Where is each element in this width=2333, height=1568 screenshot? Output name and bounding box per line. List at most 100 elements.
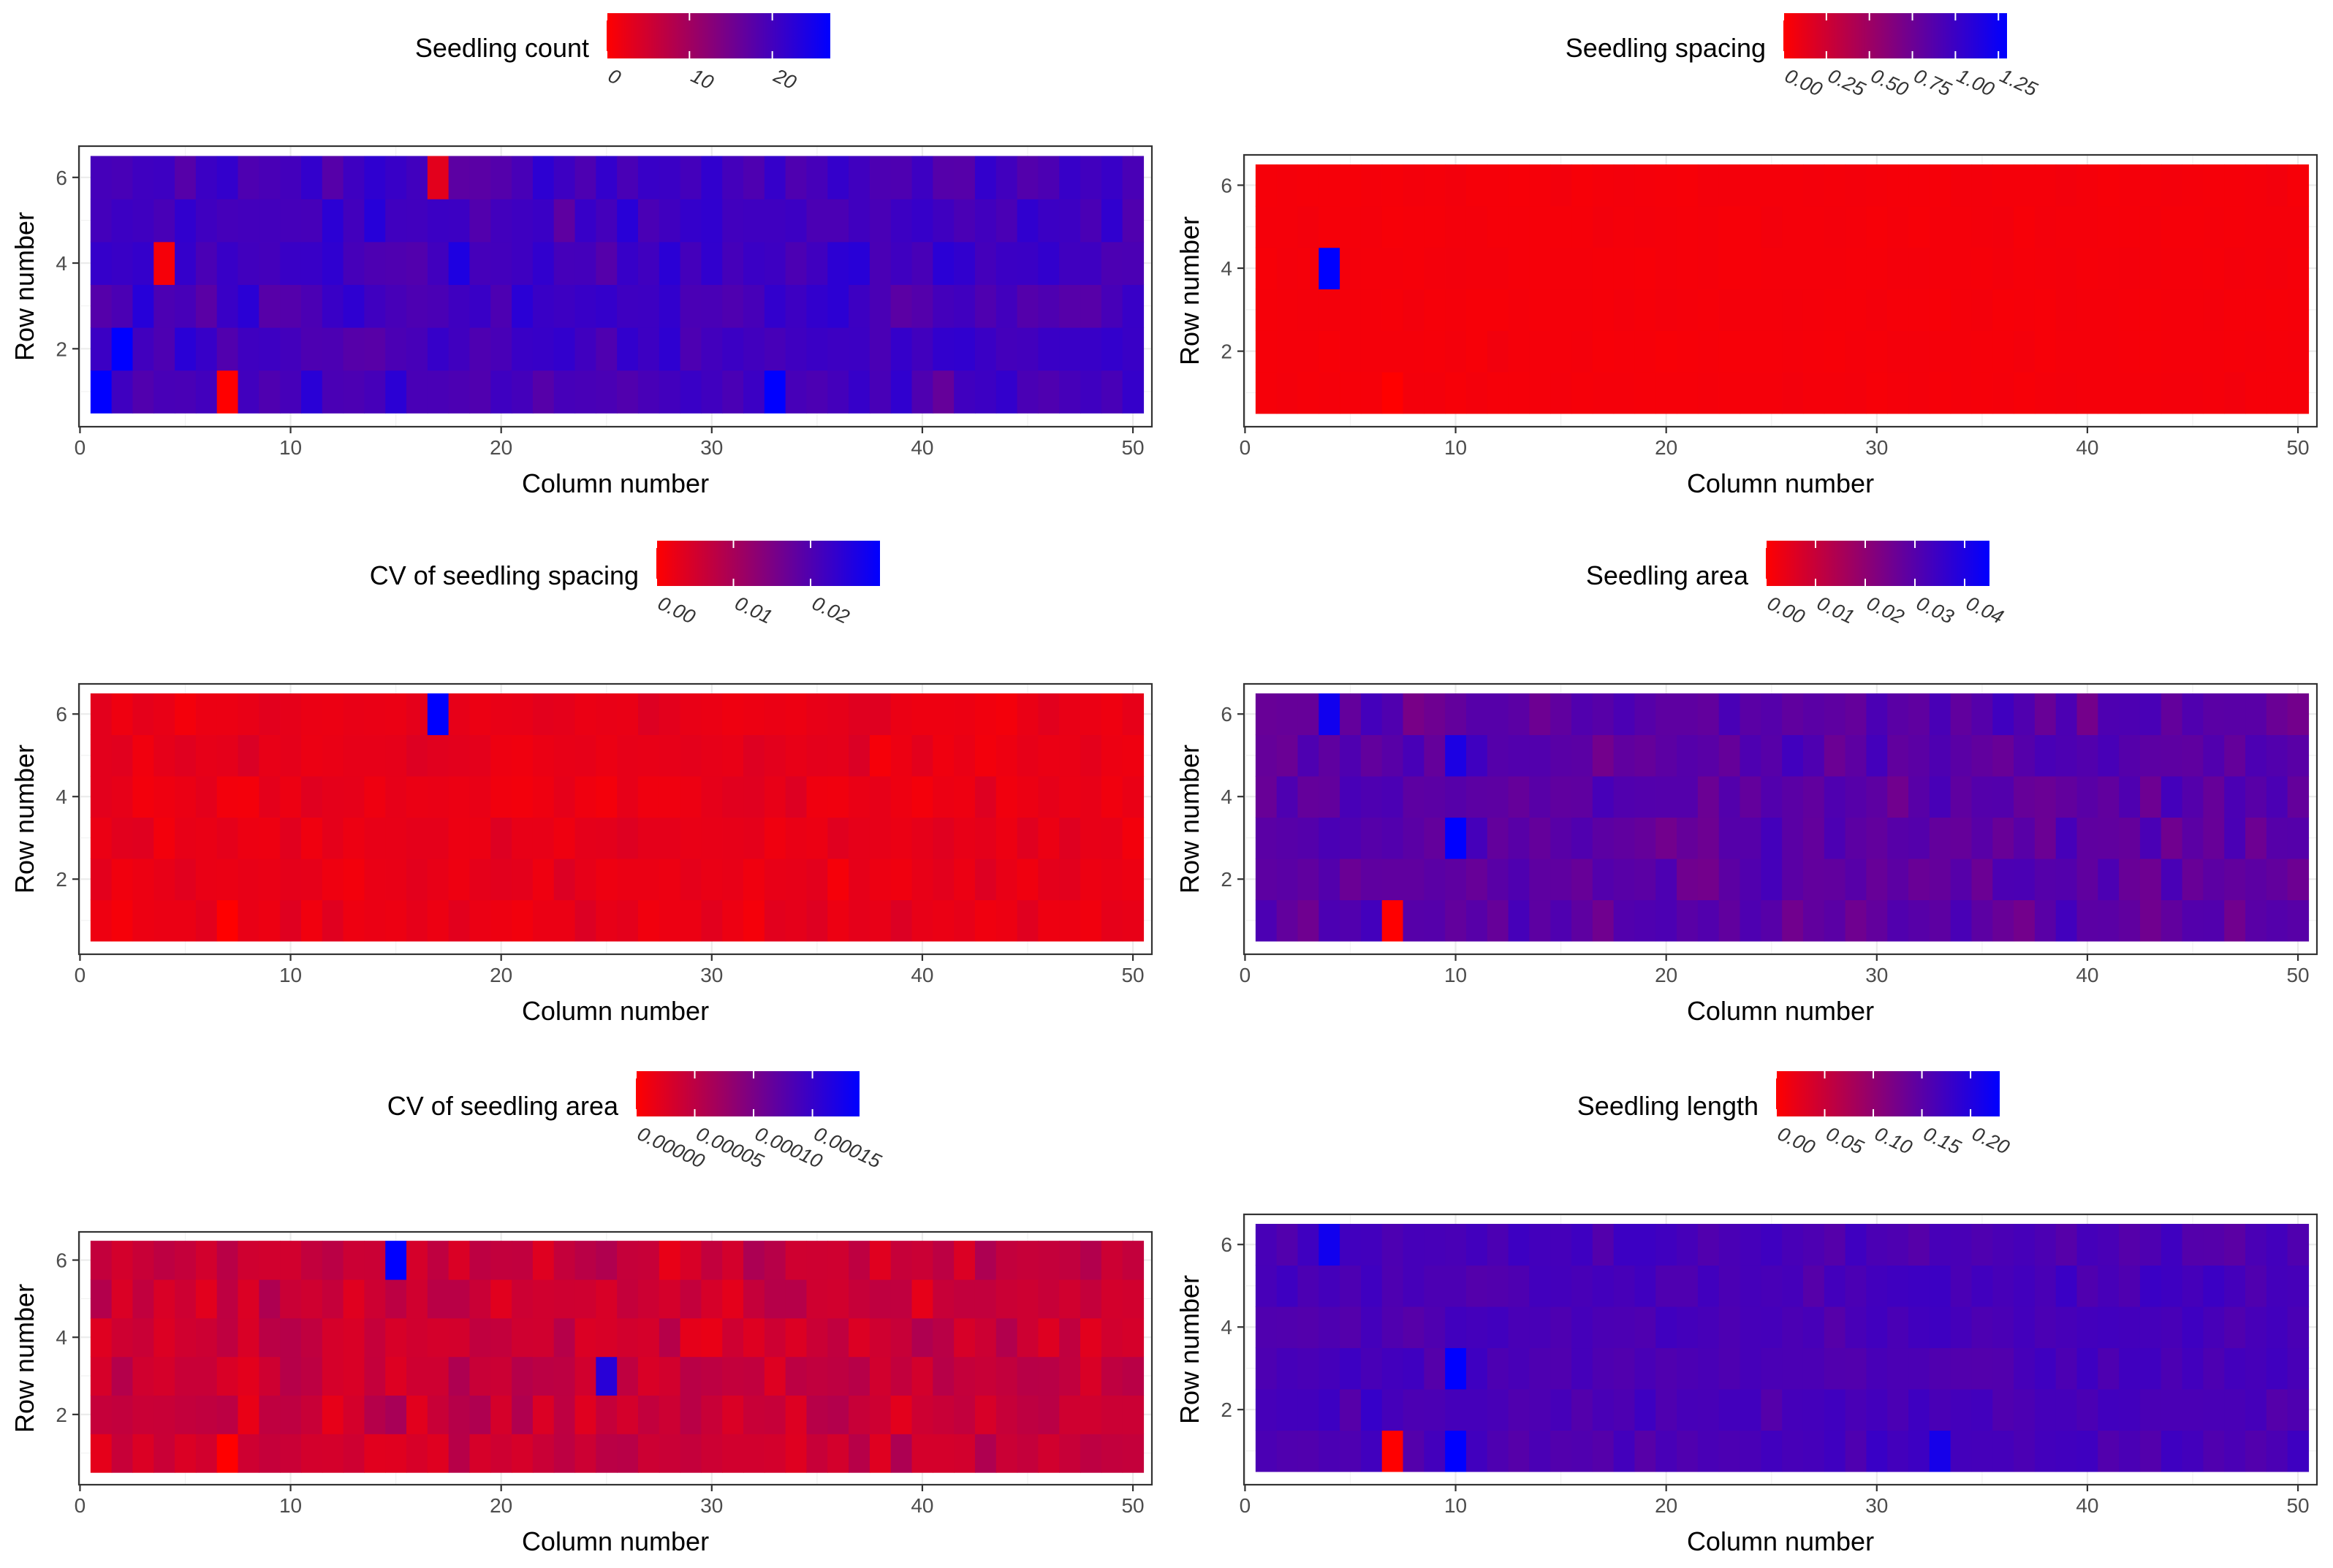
heatmap-tile xyxy=(2203,899,2225,942)
heatmap-tile xyxy=(469,199,491,243)
heatmap-tile xyxy=(849,1279,870,1319)
heatmap-tile xyxy=(553,858,576,901)
heatmap-tile xyxy=(111,858,134,901)
heatmap-tile xyxy=(1677,289,1699,331)
heatmap-tile xyxy=(1971,372,1993,414)
heatmap-tiles xyxy=(1255,693,2310,942)
heatmap-tile xyxy=(343,899,365,942)
heatmap-tile xyxy=(553,899,576,942)
heatmap-tile xyxy=(1080,241,1102,285)
heatmap-tile xyxy=(1445,1306,1467,1349)
heatmap-tile xyxy=(1908,734,1930,777)
heatmap-tile xyxy=(1697,1306,1720,1349)
heatmap-tile xyxy=(785,1356,808,1396)
heatmap-tile xyxy=(1824,817,1846,859)
heatmap-tile xyxy=(1529,775,1551,818)
heatmap-tile xyxy=(1761,1388,1783,1431)
x-tick-label: 20 xyxy=(490,1494,512,1517)
heatmap-tile xyxy=(532,241,555,285)
heatmap-tile xyxy=(1122,693,1145,736)
heatmap-tile xyxy=(1634,899,1656,942)
heatmap-tile xyxy=(806,899,828,942)
heatmap-tile xyxy=(1887,330,1909,373)
heatmap-tile xyxy=(574,1434,596,1473)
heatmap-tile xyxy=(1950,1265,1973,1307)
heatmap-tile xyxy=(1740,330,1761,373)
heatmap-tile xyxy=(1360,1265,1383,1307)
heatmap-tile xyxy=(364,199,386,243)
heatmap-tile xyxy=(1718,817,1741,859)
heatmap-tile xyxy=(617,1434,639,1473)
heatmap-tile xyxy=(637,1317,660,1358)
heatmap-tile xyxy=(2034,247,2057,290)
heatmap-tile xyxy=(259,775,281,818)
heatmap-tile xyxy=(2014,372,2036,414)
heatmap-tile xyxy=(132,156,154,199)
heatmap-tile xyxy=(1592,330,1615,373)
heatmap-tile xyxy=(406,1356,428,1396)
heatmap-tile xyxy=(722,817,744,859)
heatmap-tile xyxy=(512,199,534,243)
heatmap-tile xyxy=(1697,817,1720,859)
heatmap-tile xyxy=(2266,247,2288,290)
heatmap-tile xyxy=(2287,1347,2310,1390)
x-tick-label: 50 xyxy=(1121,964,1144,986)
heatmap-tile xyxy=(1101,775,1123,818)
y-tick-label: 4 xyxy=(56,785,67,808)
heatmap-tile xyxy=(1059,1395,1081,1434)
heatmap-tile xyxy=(701,734,723,777)
heatmap-tile xyxy=(216,858,239,901)
heatmap-tile xyxy=(2139,734,2162,777)
heatmap-tile xyxy=(785,1434,808,1473)
heatmap-tile xyxy=(2245,164,2267,207)
heatmap-tile xyxy=(2245,1306,2267,1349)
heatmap-tile xyxy=(1424,1388,1446,1431)
heatmap-tile xyxy=(849,775,870,818)
heatmap-tile xyxy=(849,734,870,777)
heatmap-tile xyxy=(1845,1430,1867,1472)
heatmap-tile xyxy=(1971,817,1993,859)
heatmap-tile xyxy=(2034,289,2057,331)
heatmap-tile xyxy=(995,370,1018,414)
heatmap-tile xyxy=(1677,775,1699,818)
heatmap-tile xyxy=(659,693,681,736)
heatmap-tile xyxy=(90,199,113,243)
heatmap-tile xyxy=(2245,289,2267,331)
heatmap-tile xyxy=(806,734,828,777)
heatmap-tile xyxy=(1038,1279,1060,1319)
heatmap-tile xyxy=(512,156,534,199)
heatmap-tile xyxy=(1297,899,1319,942)
heatmap-tile xyxy=(2076,1430,2098,1472)
heatmap-tile xyxy=(2266,858,2288,901)
heatmap-tile xyxy=(90,734,113,777)
heatmap-tile xyxy=(2287,858,2310,901)
heatmap-tile xyxy=(1319,1347,1340,1390)
heatmap-tile xyxy=(574,199,596,243)
heatmap-tile xyxy=(1782,1265,1804,1307)
heatmap-tile xyxy=(1319,817,1340,859)
heatmap-tile xyxy=(280,1317,302,1358)
heatmap-tile xyxy=(90,858,113,901)
heatmap-tile xyxy=(343,775,365,818)
legend-tick-label: 0.50 xyxy=(1867,64,1911,100)
heatmap-tile xyxy=(1255,372,1278,414)
heatmap-tile xyxy=(2139,899,2162,942)
heatmap-tile xyxy=(2034,1347,2057,1390)
heatmap-tile xyxy=(1465,205,1488,248)
heatmap-tile xyxy=(1424,693,1446,736)
heatmap-tile xyxy=(827,370,849,414)
heatmap-tile xyxy=(1550,817,1572,859)
heatmap-tile xyxy=(1571,734,1593,777)
heatmap-tile xyxy=(1887,858,1909,901)
heatmap-tile xyxy=(1445,1388,1467,1431)
heatmap-tile xyxy=(1550,858,1572,901)
heatmap-tile xyxy=(300,817,323,859)
heatmap-tile xyxy=(1319,205,1340,248)
x-axis-title: Column number xyxy=(522,996,709,1026)
heatmap-tile xyxy=(1360,899,1383,942)
heatmap-tile xyxy=(911,817,933,859)
heatmap-tile xyxy=(596,1317,618,1358)
heatmap-tile xyxy=(1487,372,1509,414)
